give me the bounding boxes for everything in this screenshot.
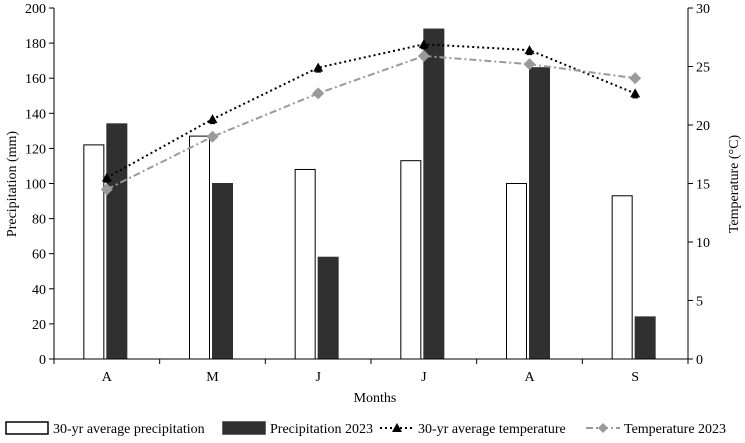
marker-avg-temp-2 [313, 62, 324, 73]
y2-tick-label-5: 5 [696, 295, 703, 310]
bar-avg-precip-5 [611, 195, 633, 360]
x-tick-label-3: J [421, 370, 427, 385]
marker-avg-temp-0 [101, 172, 112, 183]
marker-avg-temp-4 [524, 45, 535, 56]
lines-layer [100, 39, 642, 196]
axes-layer: 0 20 40 60 80 100 120 140 160 180 200 0 5 10 15 20 25 30 A… [25, 2, 710, 385]
legend-swatch-precip-2023 [222, 421, 266, 435]
marker-avg-temp-1 [207, 114, 218, 125]
y-tick-label-100: 100 [25, 178, 46, 193]
marker-temp-2023-1 [206, 130, 219, 143]
y-tick-label-80: 80 [32, 213, 46, 228]
legend-label-precip-2023: Precipitation 2023 [270, 422, 373, 437]
line-temp-2023 [106, 54, 636, 191]
y2-tick-label-20: 20 [696, 119, 710, 134]
y-tick-label-120: 120 [25, 142, 46, 157]
legend: 30-yr average precipitation Precipitation… [5, 421, 726, 437]
bar-precip-2023-3 [423, 28, 445, 360]
y-tick-label-20: 20 [32, 318, 46, 333]
marker-avg-temp-5 [630, 88, 641, 99]
legend-marker-temp-2023 [598, 423, 608, 433]
y-tick-label-160: 160 [25, 72, 46, 87]
marker-avg-temp-3 [418, 39, 429, 50]
bar-precip-2023-1 [212, 183, 233, 360]
legend-swatch-avg-precip [5, 421, 49, 435]
bar-precip-2023-4 [529, 67, 550, 360]
x-axis-title: Months [354, 391, 397, 406]
x-tick-label-1: M [206, 370, 219, 385]
y2-axis-title: Temperature (°C) [727, 135, 742, 234]
marker-temp-2023-3 [417, 49, 430, 62]
y-tick-label-140: 140 [25, 107, 46, 122]
marker-temp-2023-2 [312, 87, 325, 100]
x-tick-label-4: A [524, 370, 535, 385]
bar-avg-precip-2 [294, 168, 316, 360]
y-tick-label-200: 200 [25, 2, 46, 17]
y-tick-label-40: 40 [32, 283, 46, 298]
marker-temp-2023-5 [629, 72, 642, 85]
y2-tick-label-15: 15 [696, 178, 710, 193]
marker-temp-2023-0 [100, 183, 113, 196]
legend-marker-avg-temp [392, 423, 402, 432]
legend-label-temp-2023: Temperature 2023 [624, 422, 726, 437]
y-axis-title: Precipitation (mm) [5, 131, 20, 237]
marker-temp-2023-4 [523, 58, 536, 71]
line-avg-temp [106, 43, 636, 179]
bar-avg-precip-4 [506, 183, 527, 360]
bar-precip-2023-5 [634, 316, 656, 360]
y-tick-label-180: 180 [25, 37, 46, 52]
bar-precip-2023-0 [106, 123, 128, 360]
y2-tick-label-25: 25 [696, 61, 710, 76]
y-tick-label-60: 60 [32, 248, 46, 263]
y-tick-label-0: 0 [39, 353, 46, 368]
bars-layer [83, 28, 656, 360]
x-tick-label-0: A [102, 370, 113, 385]
bar-avg-precip-3 [400, 160, 422, 360]
y2-tick-label-10: 10 [696, 236, 710, 251]
y2-tick-label-0: 0 [696, 353, 703, 368]
y2-tick-label-30: 30 [696, 2, 710, 17]
bar-avg-precip-0 [83, 144, 105, 360]
legend-label-avg-temp: 30-yr average temperature [418, 422, 566, 437]
x-tick-label-5: S [631, 370, 639, 385]
x-tick-label-2: J [315, 370, 321, 385]
bar-precip-2023-2 [317, 256, 339, 360]
bar-avg-precip-1 [189, 135, 210, 360]
legend-label-avg-precip: 30-yr average precipitation [53, 422, 205, 437]
